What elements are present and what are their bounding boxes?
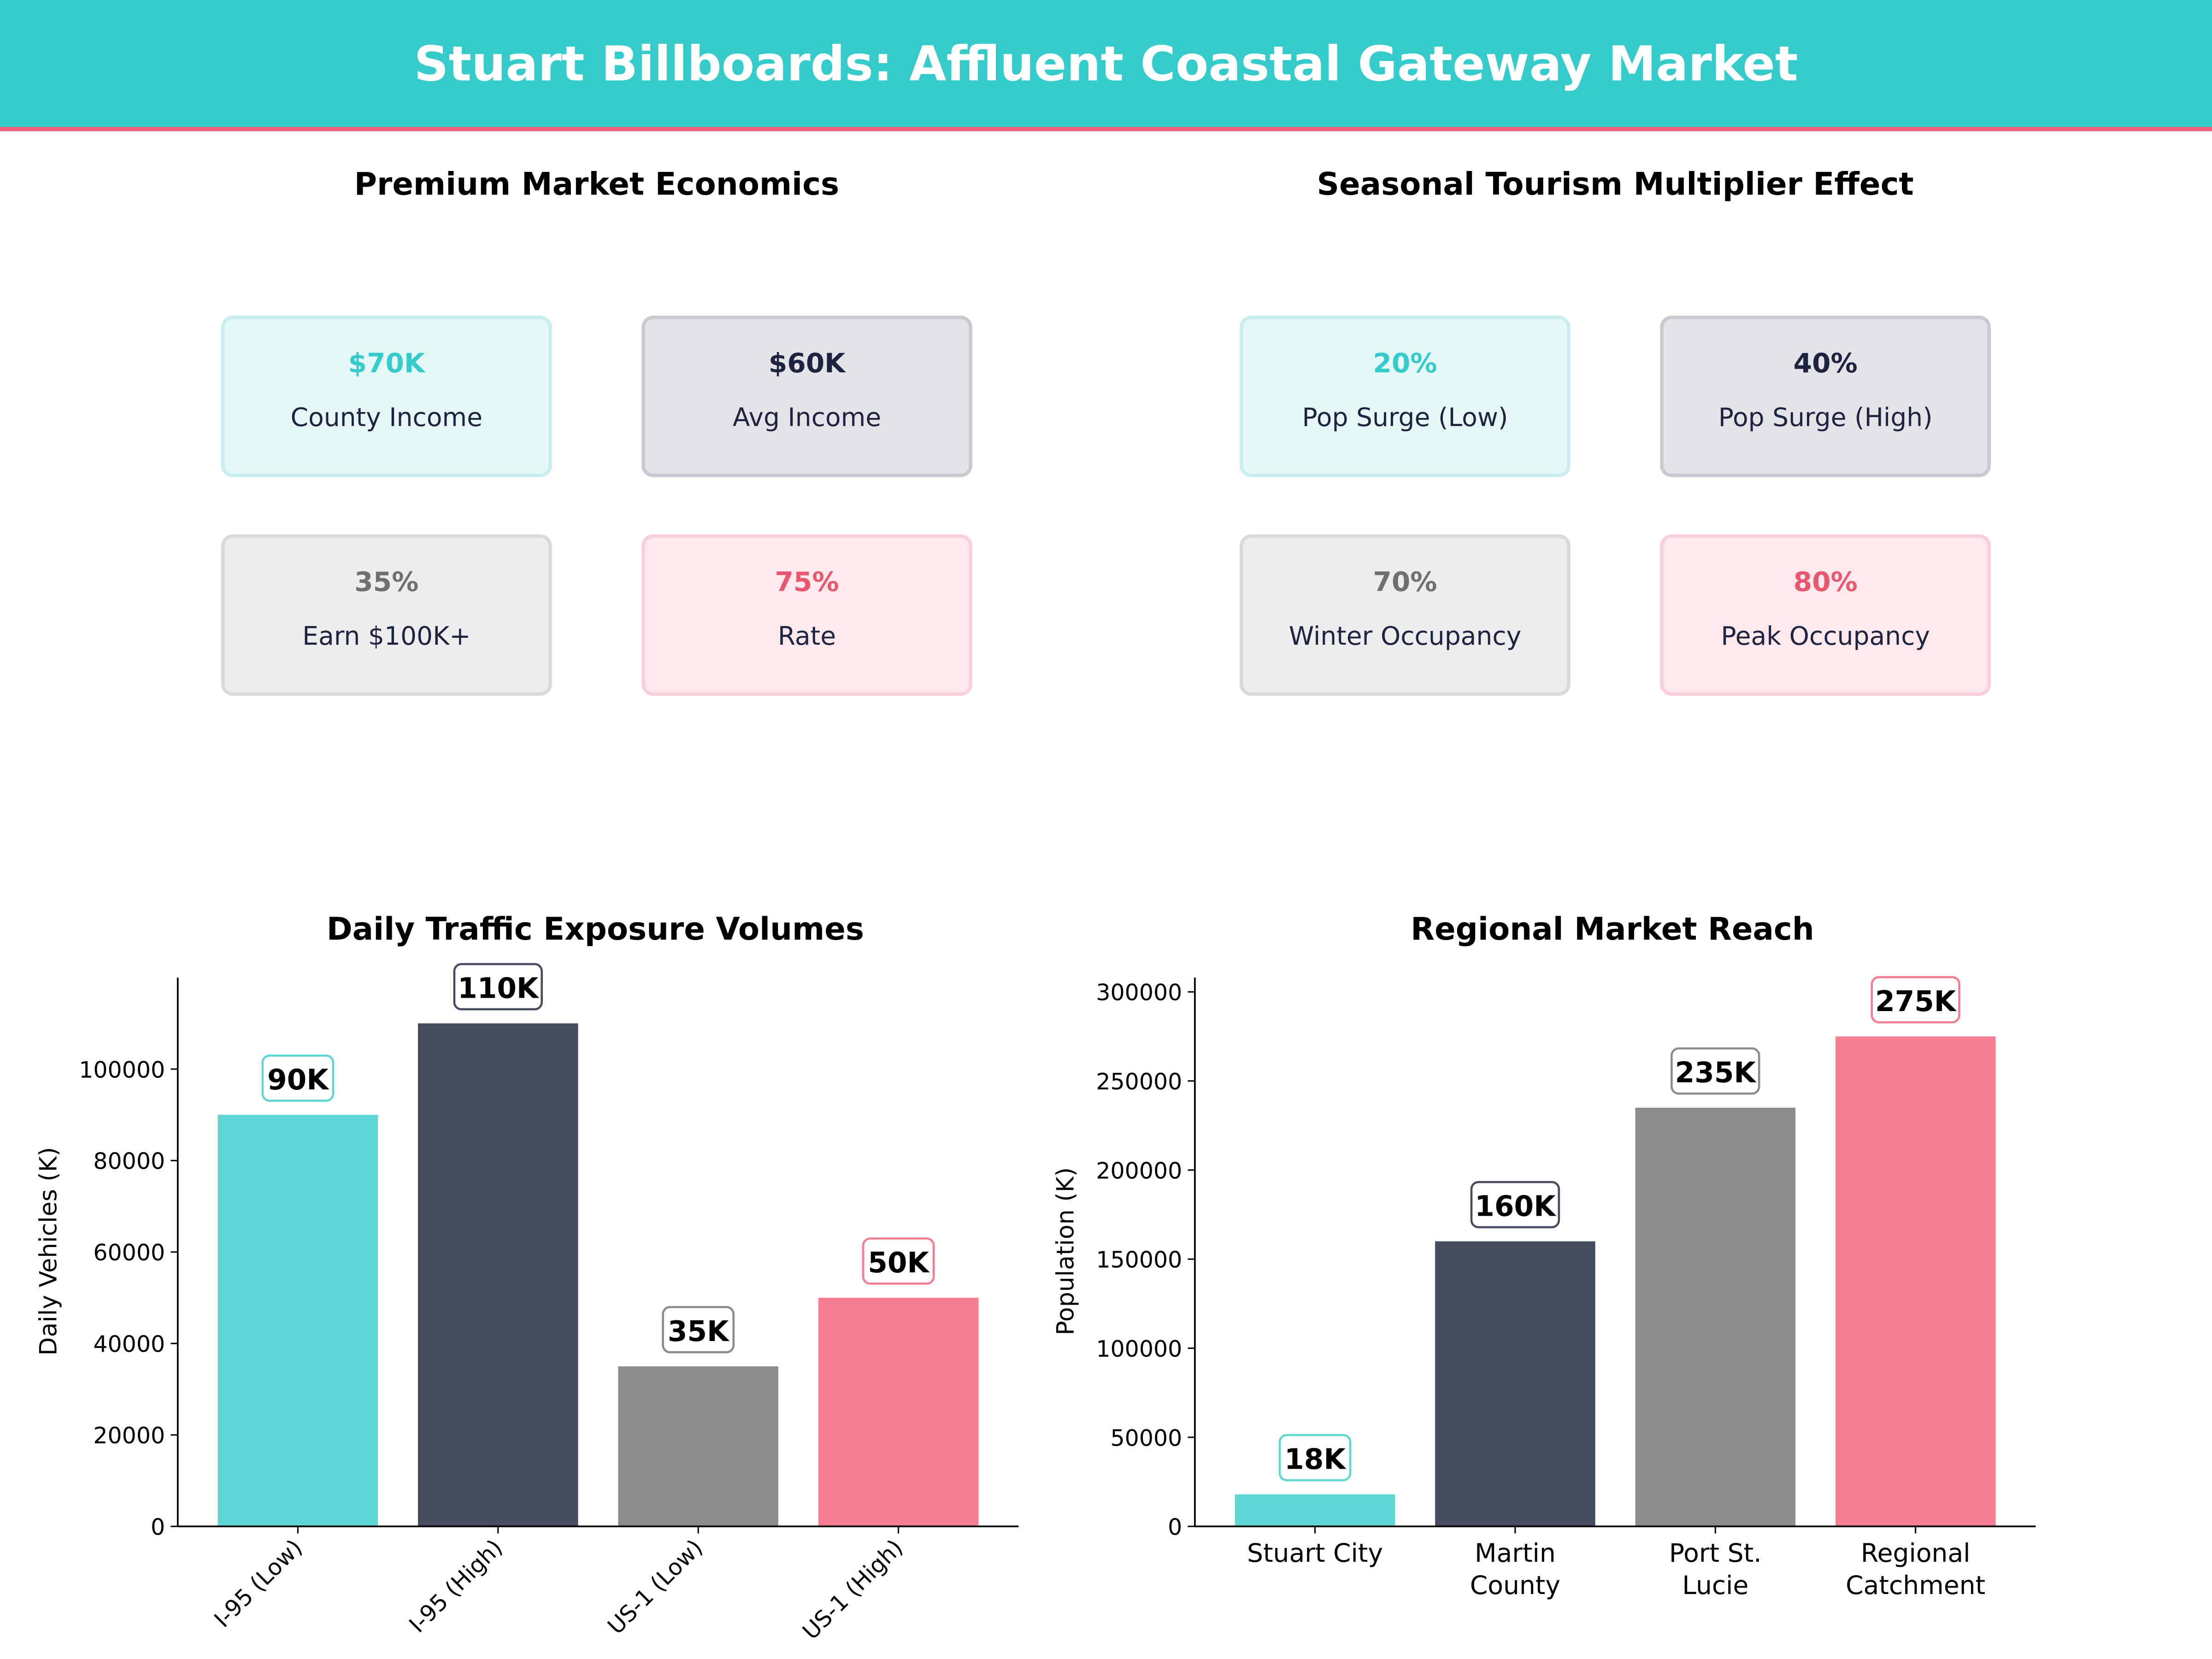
kpi-value: 40% bbox=[1794, 347, 1858, 379]
kpi-card-bg bbox=[1660, 315, 1991, 477]
kpi-card: $60K Avg Income bbox=[641, 315, 972, 477]
kpi-card: 70% Winter Occupancy bbox=[1240, 534, 1571, 696]
data-label-box bbox=[1470, 1181, 1560, 1229]
kpi-value: 75% bbox=[775, 566, 839, 598]
kpi-label: Peak Occupancy bbox=[1721, 621, 1930, 651]
data-label: 110K bbox=[458, 972, 540, 1005]
y-tick-label: 250000 bbox=[1096, 1069, 1182, 1095]
kpi-card: 35% Earn $100K+ bbox=[221, 534, 552, 696]
y-tick-label: 0 bbox=[151, 1514, 165, 1541]
bar bbox=[1235, 1494, 1395, 1527]
data-label-box bbox=[1278, 1434, 1352, 1482]
y-tick-label: 200000 bbox=[1096, 1158, 1182, 1184]
data-label: 235K bbox=[1675, 1057, 1757, 1089]
data-label: 90K bbox=[267, 1064, 329, 1096]
kpi-card-bg bbox=[641, 315, 972, 477]
data-label-box bbox=[862, 1237, 935, 1285]
header-accent-line bbox=[0, 127, 2212, 131]
x-tick-label: Martin bbox=[1475, 1538, 1556, 1568]
kpi-card: 80% Peak Occupancy bbox=[1660, 534, 1991, 696]
data-label: 50K bbox=[868, 1247, 930, 1279]
kpi-card-bg bbox=[641, 534, 972, 696]
data-label-box bbox=[1671, 1047, 1760, 1095]
data-label-box bbox=[453, 963, 543, 1011]
data-label: 18K bbox=[1284, 1443, 1347, 1476]
kpi-label: Pop Surge (Low) bbox=[1302, 402, 1508, 432]
kpi-card-bg bbox=[1660, 534, 1991, 696]
kpi-label: Earn $100K+ bbox=[302, 621, 471, 651]
panel-title: Premium Market Economics bbox=[354, 165, 839, 202]
kpi-label: Pop Surge (High) bbox=[1718, 402, 1933, 432]
y-tick-label: 100000 bbox=[79, 1057, 165, 1083]
bar bbox=[218, 1115, 378, 1527]
y-tick-label: 60000 bbox=[93, 1240, 165, 1266]
y-tick-label: 50000 bbox=[1111, 1425, 1182, 1451]
kpi-label: Winter Occupancy bbox=[1289, 621, 1522, 651]
data-label-box bbox=[1871, 976, 1960, 1024]
kpi-value: $60K bbox=[769, 347, 846, 379]
y-tick-label: 40000 bbox=[93, 1331, 165, 1358]
x-tick-label: I-95 (Low) bbox=[209, 1534, 307, 1632]
data-label: 275K bbox=[1875, 985, 1957, 1018]
kpi-panel: Seasonal Tourism Multiplier Effect 20% Pop… bbox=[1240, 165, 1991, 696]
bar-chart: Daily Traffic Exposure Volumes 90K I-95 (L… bbox=[35, 911, 1019, 1645]
kpi-value: 35% bbox=[354, 566, 418, 598]
y-tick-label: 150000 bbox=[1096, 1247, 1182, 1273]
x-tick-label: Regional bbox=[1861, 1538, 1971, 1568]
bar-chart: Regional Market Reach 18K Stuart City 160K M… bbox=[1052, 911, 2036, 1600]
x-tick-label: Port St. bbox=[1669, 1538, 1762, 1568]
kpi-value: 80% bbox=[1794, 566, 1858, 598]
kpi-card-bg bbox=[1240, 315, 1571, 477]
kpi-card-bg bbox=[221, 534, 552, 696]
data-label: 35K bbox=[668, 1315, 730, 1348]
y-tick-label: 20000 bbox=[93, 1423, 165, 1449]
kpi-card: 40% Pop Surge (High) bbox=[1660, 315, 1991, 477]
kpi-label: County Income bbox=[291, 402, 482, 432]
bar bbox=[818, 1298, 979, 1527]
y-tick-label: 100000 bbox=[1096, 1336, 1182, 1362]
x-tick-label: Stuart City bbox=[1247, 1538, 1383, 1568]
bar bbox=[618, 1366, 778, 1527]
data-label: 160K bbox=[1475, 1190, 1557, 1223]
y-axis-label: Daily Vehicles (K) bbox=[35, 1147, 62, 1356]
x-tick-label: Lucie bbox=[1682, 1571, 1748, 1600]
x-tick-label: County bbox=[1470, 1571, 1560, 1600]
kpi-card-bg bbox=[1240, 534, 1571, 696]
bar bbox=[1835, 1036, 1996, 1527]
data-label-box bbox=[662, 1306, 735, 1353]
kpi-value: $70K bbox=[348, 347, 426, 379]
x-tick-label: Catchment bbox=[1846, 1571, 1985, 1600]
y-axis-label: Population (K) bbox=[1052, 1167, 1080, 1335]
kpi-value: 70% bbox=[1373, 566, 1437, 598]
y-tick-label: 80000 bbox=[93, 1148, 165, 1175]
bar bbox=[1635, 1107, 1796, 1527]
x-tick-label: I-95 (High) bbox=[404, 1534, 508, 1638]
bar bbox=[1435, 1241, 1595, 1527]
kpi-value: 20% bbox=[1373, 347, 1437, 379]
chart-title: Regional Market Reach bbox=[1411, 911, 1814, 947]
y-tick-label: 0 bbox=[1168, 1514, 1182, 1541]
panel-title: Seasonal Tourism Multiplier Effect bbox=[1317, 165, 1914, 202]
kpi-label: Rate bbox=[778, 621, 836, 651]
kpi-label: Avg Income bbox=[733, 402, 881, 432]
page-title: Stuart Billboards: Affluent Coastal Gate… bbox=[414, 35, 1798, 92]
x-tick-label: US-1 (Low) bbox=[603, 1534, 708, 1639]
kpi-card-bg bbox=[221, 315, 552, 477]
bar bbox=[418, 1023, 578, 1527]
y-tick-label: 300000 bbox=[1096, 980, 1182, 1006]
data-label-box bbox=[261, 1054, 335, 1102]
header-bar bbox=[0, 0, 2212, 129]
chart-title: Daily Traffic Exposure Volumes bbox=[327, 911, 864, 947]
kpi-card: $70K County Income bbox=[221, 315, 552, 477]
kpi-card: 75% Rate bbox=[641, 534, 972, 696]
kpi-panel: Premium Market Economics $70K County Incom… bbox=[221, 165, 972, 696]
kpi-card: 20% Pop Surge (Low) bbox=[1240, 315, 1571, 477]
x-tick-label: US-1 (High) bbox=[798, 1534, 908, 1645]
